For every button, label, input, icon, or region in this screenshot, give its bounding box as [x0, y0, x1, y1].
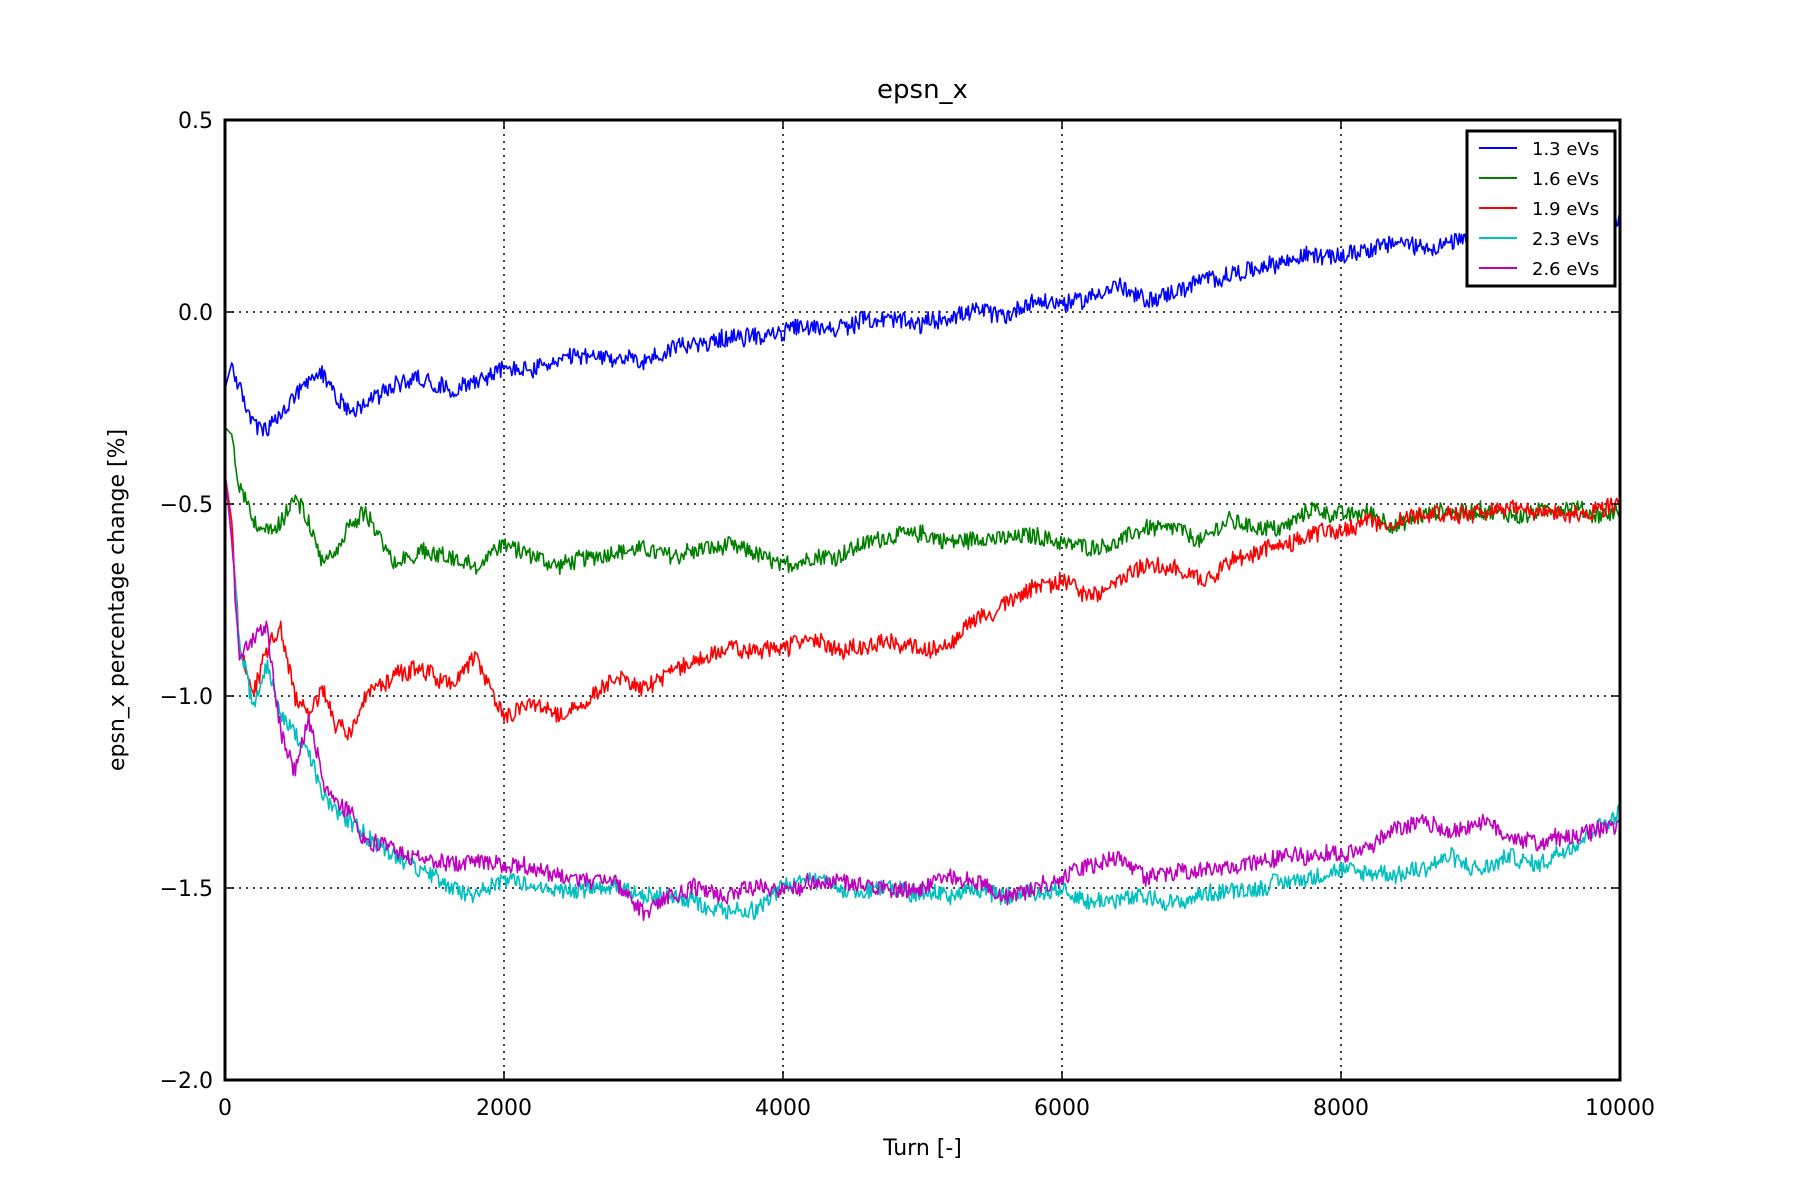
y-axis-label: epsn_x percentage change [%] — [105, 429, 130, 771]
x-axis-label: Turn [-] — [882, 1136, 962, 1161]
legend-label-4: 2.3 eVs — [1532, 229, 1599, 250]
y-tick-label: −0.5 — [160, 493, 213, 518]
legend-label-2: 1.6 eVs — [1532, 169, 1599, 190]
legend-label-1: 1.3 eVs — [1532, 139, 1599, 160]
ticks: 0 2000 4000 6000 8000 10000 −2.0 −1.5 −1.0 −0.5 0.… — [160, 109, 1655, 1121]
x-tick-label: 6000 — [1034, 1096, 1090, 1121]
legend: 1.3 eVs 1.6 eVs 1.9 eVs 2.3 eVs 2.6 eVs — [1465, 129, 1617, 288]
plot-frame — [223, 118, 1622, 1082]
x-tick-label: 10000 — [1585, 1096, 1655, 1121]
x-tick-label: 8000 — [1313, 1096, 1369, 1121]
y-tick-label: −1.0 — [160, 685, 213, 710]
x-tick-label: 4000 — [755, 1096, 811, 1121]
y-tick-label: 0.5 — [178, 109, 213, 134]
series-line-3 — [225, 473, 1620, 741]
x-tick-label: 2000 — [476, 1096, 532, 1121]
legend-label-3: 1.9 eVs — [1532, 199, 1599, 220]
series-line-1 — [225, 214, 1620, 437]
series-group — [225, 214, 1620, 922]
series-line-5 — [225, 473, 1620, 922]
series-layer — [225, 214, 1620, 922]
y-tick-label: 0.0 — [178, 301, 213, 326]
chart-title: epsn_x — [877, 75, 968, 105]
x-tick-label: 0 — [218, 1096, 232, 1121]
y-tick-label: −1.5 — [160, 877, 213, 902]
legend-label-5: 2.6 eVs — [1532, 259, 1599, 280]
y-tick-label: −2.0 — [160, 1069, 213, 1094]
